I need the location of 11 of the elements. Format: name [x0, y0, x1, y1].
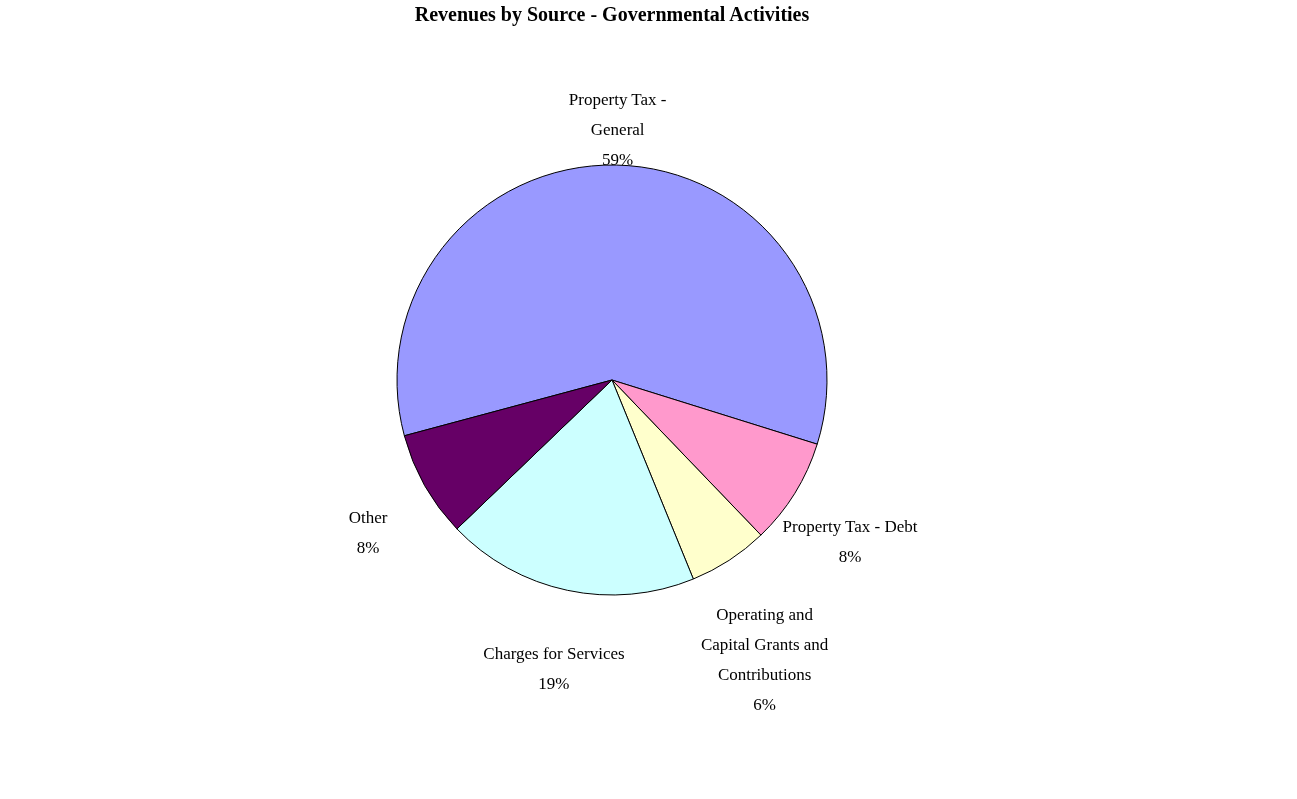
data-label: 19% — [538, 673, 570, 693]
data-label: 8% — [838, 547, 862, 567]
data-label: 6% — [753, 694, 776, 714]
data-label: 8% — [356, 537, 380, 557]
slice-label: Property Tax - Debt — [782, 517, 918, 537]
slice-label: Property Tax - General — [568, 90, 667, 140]
slice-label: Operating and Capital Grants and Contributions — [700, 604, 829, 684]
chart-title: Revenues by Source - Governmental Activities — [414, 3, 810, 26]
slice-label: Other — [348, 507, 388, 527]
data-label: 59% — [602, 150, 634, 170]
slice-label: Charges for Services — [483, 643, 625, 663]
